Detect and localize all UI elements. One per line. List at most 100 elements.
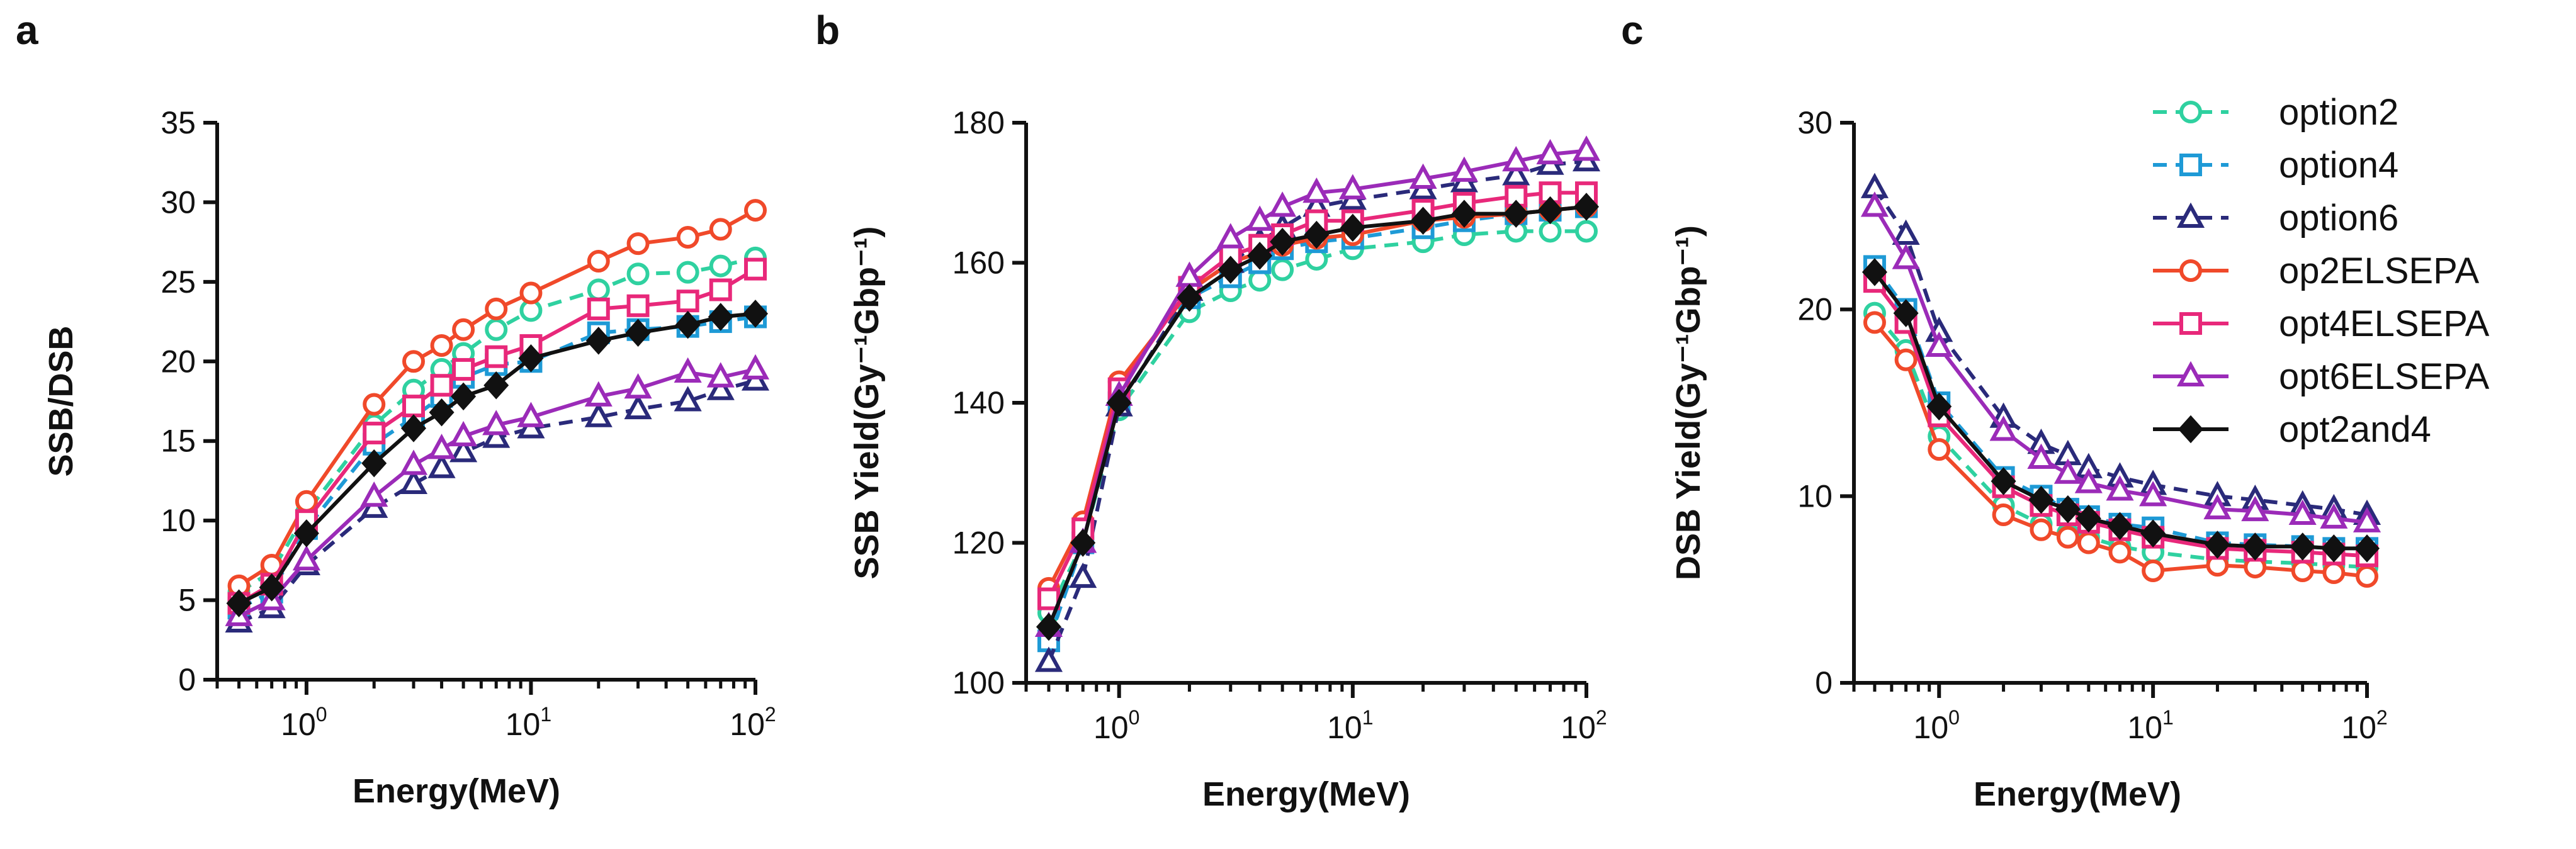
point-opt4ELSEPA [363,422,386,445]
point-opt2and4 [2107,512,2133,541]
point-op2ELSEPA [519,281,543,305]
y-tick-label: 180 [952,105,1005,140]
line-option4 [1047,205,1587,642]
point-opt4ELSEPA [430,374,453,397]
point-op2ELSEPA [2142,559,2165,582]
point-op2ELSEPA [2030,518,2053,541]
point-op2ELSEPA [709,218,732,241]
point-opt6ELSEPA [2203,493,2232,520]
point-opt6ELSEPA [706,362,735,388]
point-option6 [1502,160,1530,186]
point-opt6ELSEPA [1892,244,1920,269]
x-tick-label: 100 [281,703,327,742]
point-legend-option4 [2179,154,2202,176]
legend-item-option4: option4 [2153,145,2398,186]
series-opt2and4 [226,300,769,617]
point-opt6ELSEPA [1989,415,2018,441]
point-opt6ELSEPA [1338,174,1367,200]
point-opt2and4 [429,398,455,427]
point-option2 [1575,220,1598,243]
point-opt6ELSEPA [1536,138,1564,165]
point-opt2and4 [226,589,252,617]
point-opt6ELSEPA [1268,191,1297,217]
point-opt6ELSEPA [2027,443,2055,469]
x-axis-title: Energy(MeV) [1202,775,1410,813]
y-tick-label: 25 [161,264,196,300]
y-tick-label: 35 [161,105,196,140]
point-opt4ELSEPA [744,257,767,281]
point-op2ELSEPA [2108,541,2132,564]
point-opt2and4 [1106,388,1132,417]
point-option6 [1069,562,1097,588]
point-opt6ELSEPA [2241,495,2269,522]
point-opt2and4 [742,300,769,328]
point-opt2and4 [2242,532,2268,561]
point-option6 [482,422,511,448]
point-opt2and4 [1537,196,1563,225]
y-tick-label: 20 [1797,292,1833,327]
point-opt6ELSEPA [1409,163,1437,189]
y-tick-label: 140 [952,385,1005,420]
chart-panel-b: 100 120 140 160 180 100 101 102 Energy(MeV) SSB Y… [848,105,1607,813]
point-opt2and4 [1247,242,1273,270]
series-opt2and4 [1861,258,2380,563]
point-opt2and4 [1861,258,1887,286]
point-opt2and4 [585,327,611,355]
point-opt2and4 [2321,534,2347,563]
point-opt6ELSEPA [292,545,320,571]
series-opt6ELSEPA [1860,191,2381,532]
point-opt4ELSEPA [1037,587,1060,610]
point-opt6ELSEPA [1246,205,1274,231]
point-opt2and4 [259,573,285,602]
point-opt4ELSEPA [402,395,426,418]
point-op2ELSEPA [485,297,508,320]
line-option6 [1047,159,1587,663]
point-op2ELSEPA [2356,565,2378,588]
point-opt4ELSEPA [709,278,732,301]
point-opt2and4 [361,449,387,478]
point-opt6ELSEPA [2320,503,2348,529]
panel-letter-c: c [1621,8,1644,53]
x-tick-label: 101 [1327,706,1373,745]
point-opt2and4 [518,344,544,373]
point-opt6ELSEPA [1302,177,1331,203]
point-legend-opt2and4 [2178,415,2204,444]
legend: option2 option4 option6 op2ELSEPA opt4ELSEPA… [2153,92,2490,450]
legend-label: option6 [2279,198,2398,239]
point-opt2and4 [708,303,733,331]
point-legend-opt4ELSEPA [2179,312,2202,335]
point-opt6ELSEPA [2353,507,2381,532]
x-tick-label: 101 [506,703,551,742]
point-opt2and4 [2205,531,2230,559]
chart-panel-a: 0 5 10 15 20 25 30 35 100 101 102 Energy(MeV) SSB/DS… [42,105,776,810]
point-opt4ELSEPA [587,297,610,320]
point-opt6ELSEPA [360,481,388,507]
series-opt6ELSEPA [225,354,770,626]
point-opt6ELSEPA [2288,499,2317,525]
point-option6 [706,374,735,400]
point-opt2and4 [1926,392,1952,421]
point-opt6ELSEPA [427,434,456,459]
y-tick-label: 0 [1815,665,1833,700]
point-legend-op2ELSEPA [2179,259,2202,282]
y-tick-label: 10 [1797,478,1833,514]
point-opt6ELSEPA [2106,475,2134,501]
point-opt2and4 [675,310,701,339]
point-opt2and4 [1451,200,1477,228]
x-tick-label: 102 [1561,706,1607,745]
y-tick-label: 15 [161,424,196,459]
point-op2ELSEPA [626,232,650,256]
point-option2 [587,278,610,301]
point-opt6ELSEPA [1572,135,1601,161]
x-tick-label: 101 [2127,706,2173,745]
point-op2ELSEPA [2322,561,2346,584]
point-opt2and4 [483,371,509,400]
point-opt6ELSEPA [2139,481,2167,507]
y-tick-label: 20 [161,344,196,379]
point-opt6ELSEPA [517,402,545,427]
legend-item-option6: option6 [2153,198,2398,239]
point-opt2and4 [2055,495,2081,524]
legend-label: option2 [2279,92,2398,133]
point-opt6ELSEPA [1925,331,1953,357]
point-option6 [1892,219,1920,245]
